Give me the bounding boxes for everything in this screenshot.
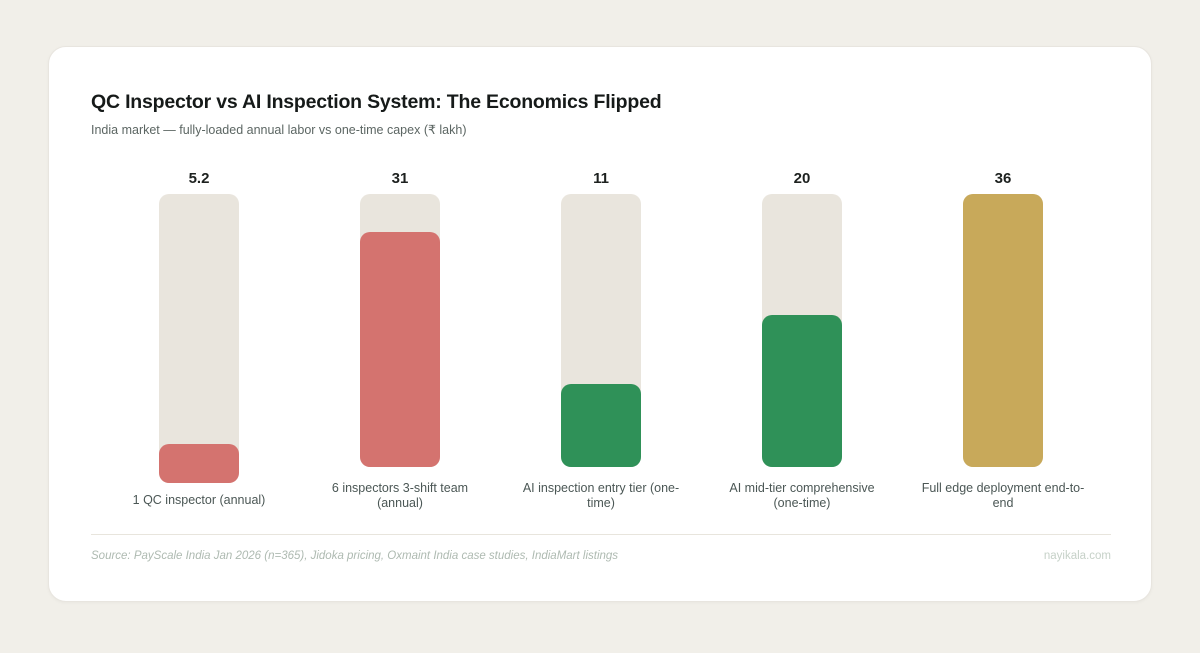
chart-title: QC Inspector vs AI Inspection System: Th…	[91, 91, 662, 113]
bar-fill	[963, 194, 1043, 467]
category-label-line: AI mid-tier comprehensive	[729, 481, 875, 495]
bar-column-ai-mid-tier: 20 AI mid-tier comprehensive (one-time)	[702, 47, 902, 517]
bar-value-label: 36	[994, 170, 1012, 187]
footer-divider	[91, 534, 1111, 535]
bar-column-qc-inspector: 5.2 1 QC inspector (annual)	[99, 47, 299, 517]
watermark: nayikala.com	[1043, 550, 1111, 562]
bar-category-label: 6 inspectors 3-shift team (annual)	[310, 481, 490, 511]
bar-fill	[762, 315, 842, 467]
bar-column-six-inspectors: 31 6 inspectors 3-shift team (annual)	[300, 47, 500, 517]
bar-chart: 5.2 1 QC inspector (annual) 31 6 inspect…	[49, 47, 1151, 601]
bar-category-label: Full edge deployment end-to- end	[913, 481, 1093, 511]
category-label-line: (annual)	[377, 496, 423, 510]
bar-category-label: 1 QC inspector (annual)	[109, 493, 289, 508]
bar-column-ai-entry-tier: 11 AI inspection entry tier (one- time)	[501, 47, 701, 517]
category-label-line: time)	[587, 496, 615, 510]
bar-category-label: AI inspection entry tier (one- time)	[511, 481, 691, 511]
bar-column-full-edge-deployment: 36 Full edge deployment end-to- end	[903, 47, 1103, 517]
category-label-line: AI inspection entry tier (one-	[522, 481, 680, 495]
category-label-line: end	[992, 496, 1014, 510]
chart-subtitle: India market — fully-loaded annual labor…	[91, 123, 467, 137]
bar-track	[360, 194, 440, 467]
category-label-line: 1 QC inspector (annual)	[132, 493, 266, 507]
bar-value-label: 11	[593, 170, 609, 187]
chart-card: QC Inspector vs AI Inspection System: Th…	[48, 46, 1152, 602]
bar-track	[159, 194, 239, 483]
source-note: Source: PayScale India Jan 2026 (n=365),…	[91, 550, 619, 562]
bar-value-label: 5.2	[188, 170, 210, 187]
bar-fill	[561, 383, 641, 467]
category-label-line: 6 inspectors 3-shift team	[331, 481, 469, 495]
bar-fill	[360, 231, 440, 467]
bar-fill	[159, 443, 239, 483]
card-footer: Source: PayScale India Jan 2026 (n=365),…	[91, 550, 1111, 562]
bar-category-label: AI mid-tier comprehensive (one-time)	[712, 481, 892, 511]
bar-value-label: 20	[793, 170, 811, 187]
bar-track	[762, 194, 842, 467]
category-label-line: (one-time)	[773, 496, 831, 510]
category-label-line: Full edge deployment end-to-	[921, 481, 1085, 495]
bar-value-label: 31	[391, 170, 409, 187]
bar-track	[561, 194, 641, 467]
bar-track	[963, 194, 1043, 467]
